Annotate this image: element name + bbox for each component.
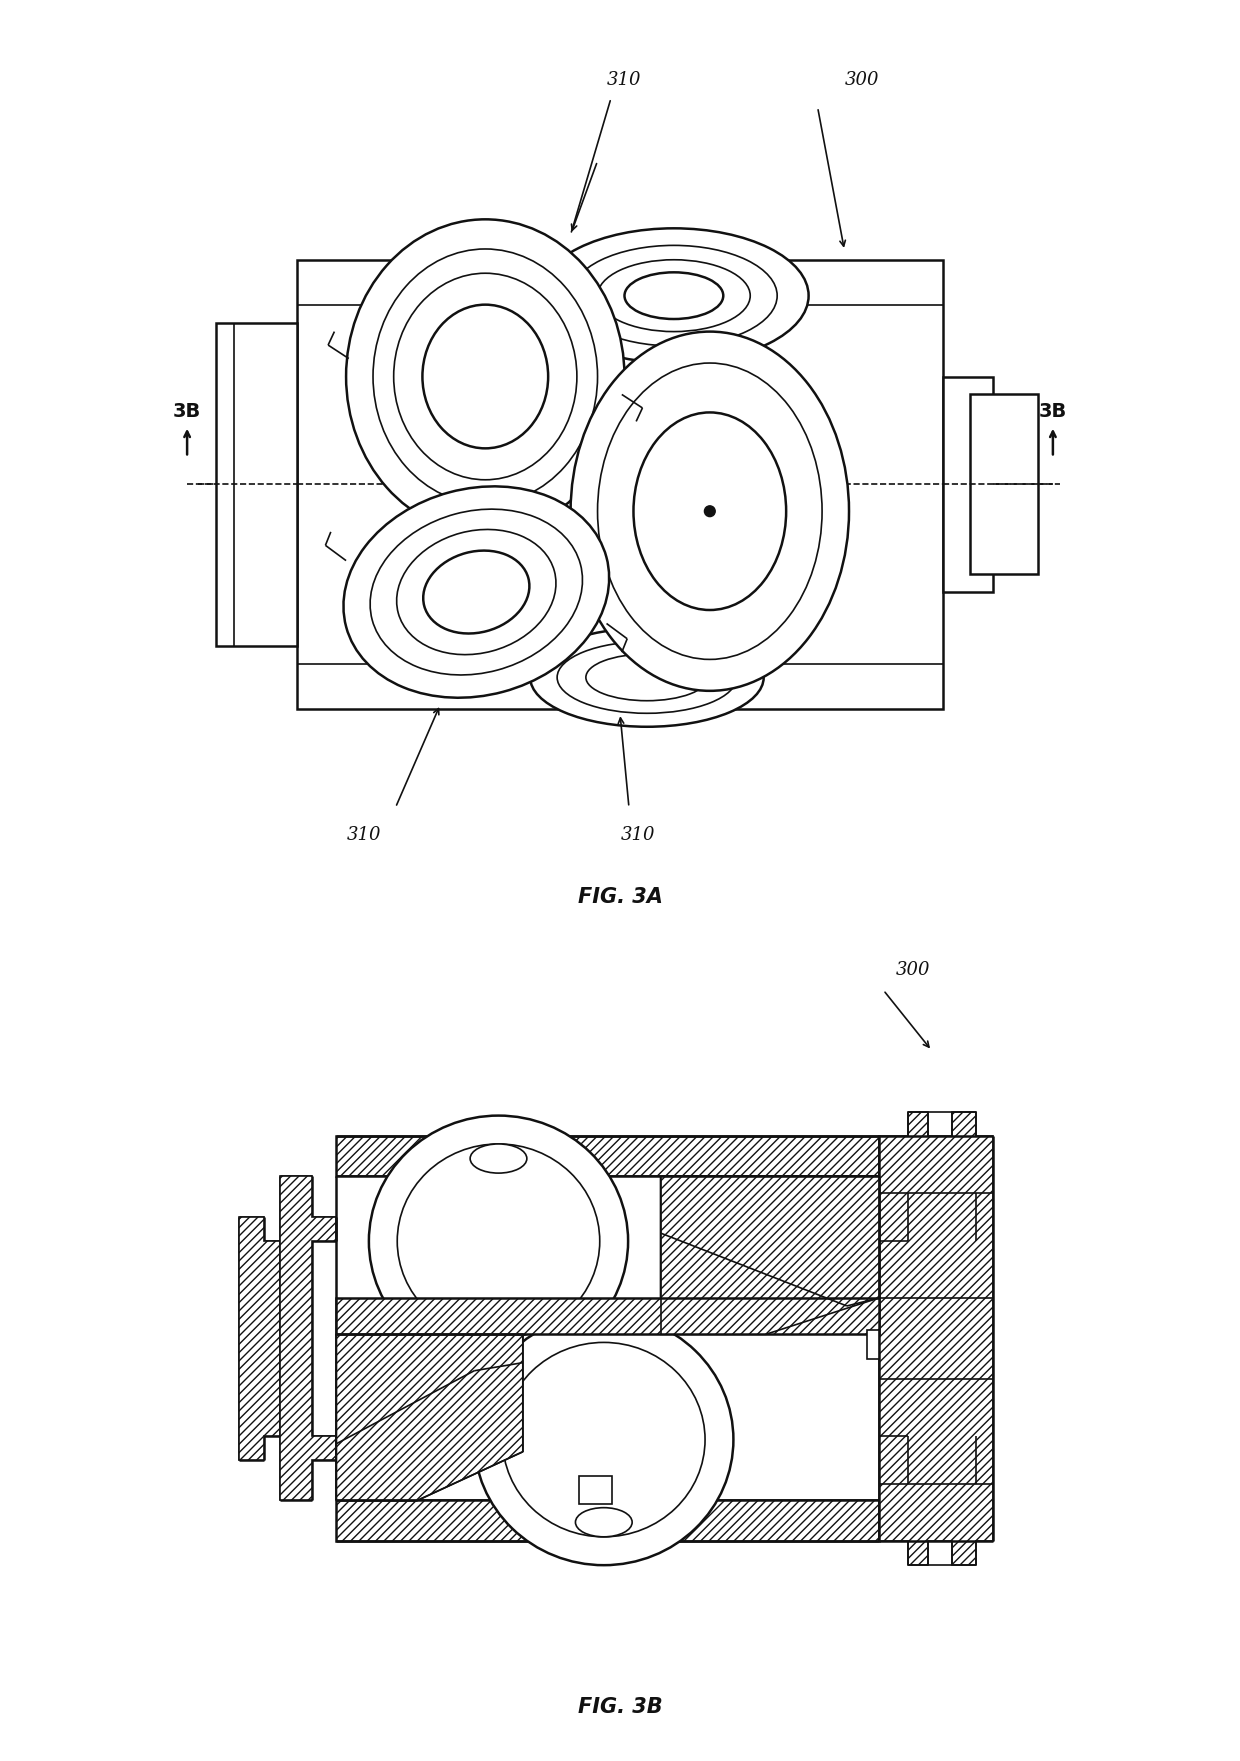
Ellipse shape [397,1145,600,1338]
Text: FIG. 3A: FIG. 3A [578,888,662,907]
Ellipse shape [373,248,598,504]
Bar [216,322,296,646]
Polygon shape [280,1176,336,1500]
Bar [336,1500,879,1541]
Ellipse shape [423,551,529,634]
Text: 300: 300 [895,962,930,979]
Circle shape [704,505,715,516]
Ellipse shape [393,273,577,479]
Ellipse shape [397,530,556,655]
Bar [336,1136,879,1176]
Ellipse shape [474,1314,733,1566]
Text: 300: 300 [844,70,879,90]
Ellipse shape [531,629,764,727]
Bar [579,1476,611,1504]
Ellipse shape [575,1507,632,1537]
Ellipse shape [346,220,625,534]
Bar [993,493,1033,556]
Text: 3B: 3B [1039,403,1066,421]
Text: 3B: 3B [174,403,201,421]
Ellipse shape [539,229,808,363]
Bar [970,394,1038,574]
Ellipse shape [598,259,750,331]
Ellipse shape [557,641,737,713]
Polygon shape [336,1335,523,1500]
Text: 310: 310 [608,70,642,90]
Ellipse shape [585,653,708,701]
Ellipse shape [598,363,822,659]
Bar [867,1330,879,1359]
Text: FIG. 3B: FIG. 3B [578,1698,662,1717]
Polygon shape [879,1111,993,1566]
Polygon shape [239,1217,280,1460]
Bar [296,259,944,708]
Ellipse shape [423,305,548,449]
Ellipse shape [502,1342,706,1537]
Ellipse shape [570,245,777,345]
Ellipse shape [343,486,609,697]
Bar [336,1298,879,1335]
Ellipse shape [370,509,583,674]
Ellipse shape [625,273,723,319]
Bar [944,377,993,592]
Bar [993,412,1033,475]
Ellipse shape [470,1145,527,1173]
Ellipse shape [368,1116,629,1367]
Polygon shape [661,1176,879,1335]
Text: 310: 310 [347,826,381,844]
Text: 310: 310 [621,826,655,844]
Ellipse shape [570,331,849,690]
Ellipse shape [634,412,786,609]
